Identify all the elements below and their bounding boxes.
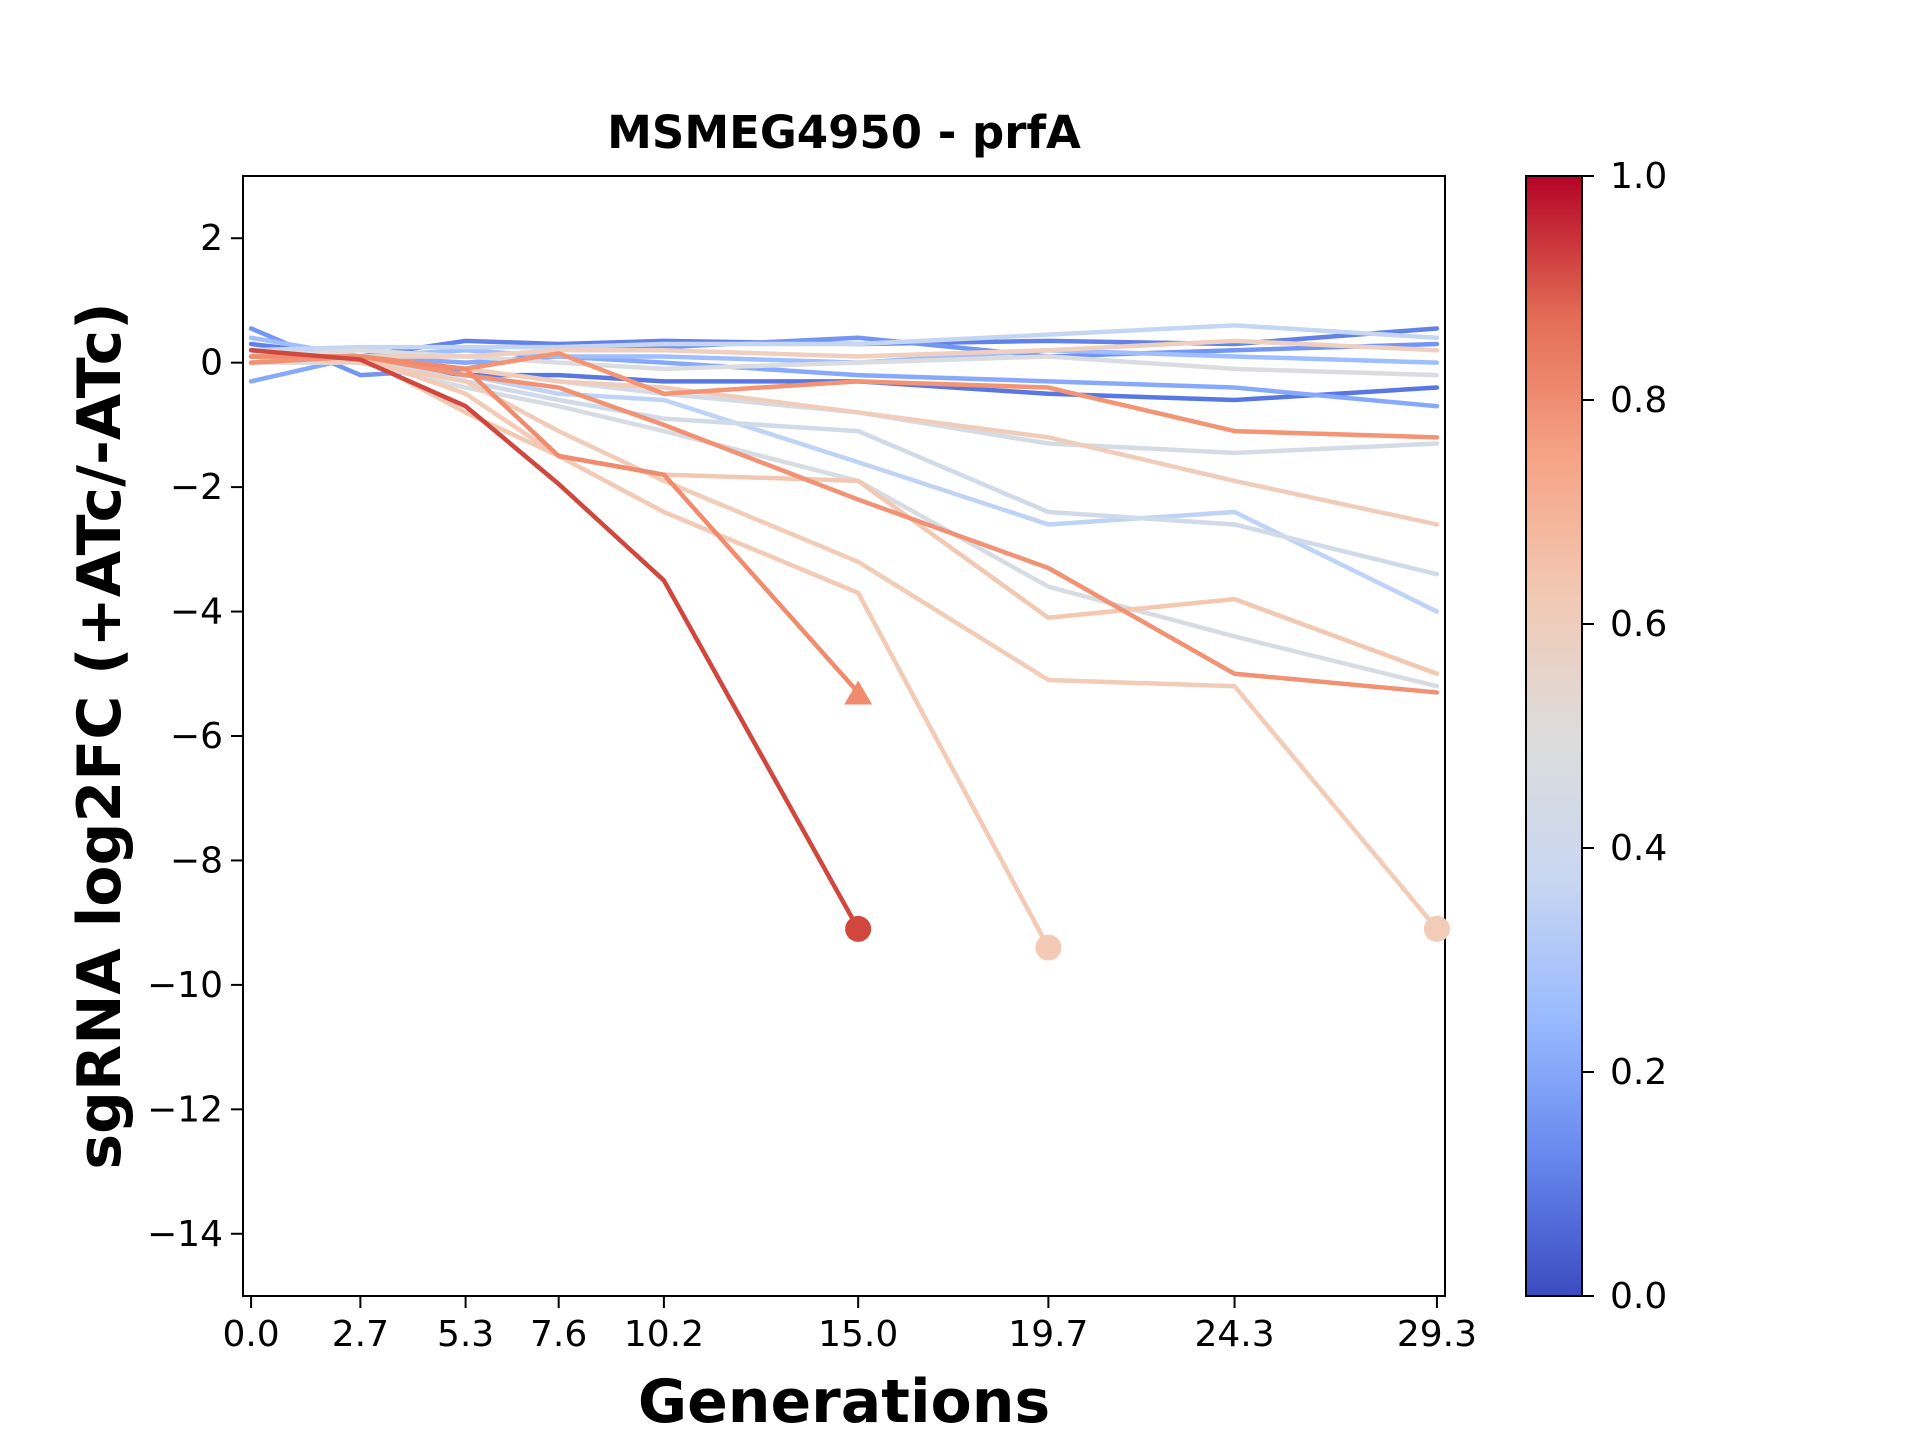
colorbar-gradient xyxy=(1525,175,1583,1297)
series-end-marker xyxy=(844,680,873,705)
x-tick-label: 0.0 xyxy=(222,1314,279,1355)
marker-layer xyxy=(844,680,1450,961)
colorbar-tick-label: 0.0 xyxy=(1610,1276,1667,1317)
chart-title: MSMEG4950 - prfA xyxy=(607,106,1081,159)
y-tick-label: −10 xyxy=(147,965,223,1006)
colorbar-tick-label: 0.4 xyxy=(1610,828,1667,869)
y-tick-label: −6 xyxy=(170,716,223,757)
series-line xyxy=(248,338,1440,365)
x-tick-label: 5.3 xyxy=(437,1314,494,1355)
y-axis: 2 0 −2 −4 −6 −8 −10 −12 −14 xyxy=(147,218,243,1255)
series-line xyxy=(248,354,1051,950)
series-line xyxy=(248,354,1440,677)
colorbar-ticks: 1.0 0.8 0.6 0.4 0.2 0.0 xyxy=(1582,156,1667,1317)
x-tick-label: 2.7 xyxy=(332,1314,389,1355)
series-line xyxy=(248,347,1440,378)
y-tick-label: −8 xyxy=(170,840,223,881)
series-end-marker xyxy=(1035,934,1062,961)
y-tick-label: −2 xyxy=(170,467,223,508)
series-layer xyxy=(248,323,1440,950)
x-tick-label: 10.2 xyxy=(624,1314,704,1355)
series-line xyxy=(248,323,1440,353)
colorbar-tick-label: 0.8 xyxy=(1610,380,1667,421)
y-tick-label: −4 xyxy=(170,592,223,633)
series-line xyxy=(248,347,861,932)
x-tick-label: 19.7 xyxy=(1008,1314,1088,1355)
y-tick-label: 2 xyxy=(200,218,223,259)
colorbar-tick-label: 1.0 xyxy=(1610,156,1667,197)
plot-area xyxy=(242,175,1450,1297)
x-tick-label: 29.3 xyxy=(1397,1314,1477,1355)
x-axis: 0.0 2.7 5.3 7.6 10.2 15.0 19.7 24.3 29.3 xyxy=(222,1296,1477,1355)
x-tick-label: 7.6 xyxy=(530,1314,587,1355)
y-tick-label: −12 xyxy=(147,1089,223,1130)
x-tick-label: 24.3 xyxy=(1194,1314,1274,1355)
x-tick-label: 15.0 xyxy=(818,1314,898,1355)
colorbar-tick-label: 0.6 xyxy=(1610,604,1667,645)
y-tick-label: −14 xyxy=(147,1214,223,1255)
y-tick-label: 0 xyxy=(200,343,223,384)
y-axis-label: sgRNA log2FC (+ATc/-ATc) xyxy=(65,302,135,1169)
series-end-marker xyxy=(1423,915,1450,942)
series-end-marker xyxy=(845,915,872,942)
colorbar-tick-label: 0.2 xyxy=(1610,1052,1667,1093)
x-axis-label: Generations xyxy=(638,1367,1050,1437)
colorbar: 1.0 0.8 0.6 0.4 0.2 0.0 xyxy=(1525,156,1667,1317)
